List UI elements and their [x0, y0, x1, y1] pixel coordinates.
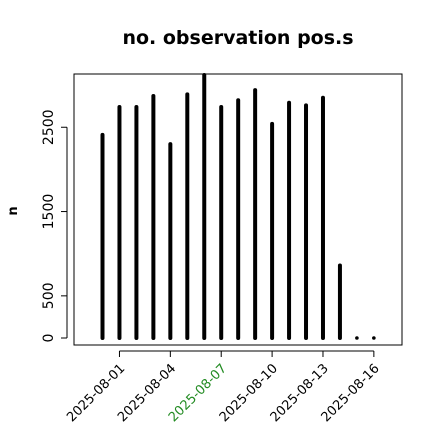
x-axis: 2025-08-012025-08-042025-08-072025-08-10…: [64, 350, 383, 425]
chart-title: no. observation pos.s: [122, 27, 353, 49]
bar-2025-08-16: [372, 336, 376, 340]
y-tick-label: 2500: [41, 109, 57, 145]
y-tick-label: 500: [41, 282, 57, 309]
y-axis: 0 500 1500 2500: [41, 109, 68, 343]
bars: [100, 72, 376, 340]
y-axis-label: n: [6, 206, 21, 215]
plot-frame: [73, 73, 403, 346]
bar-2025-08-15: [355, 336, 359, 340]
y-tick-label: 1500: [41, 194, 57, 230]
y-tick-label: 0: [41, 334, 57, 343]
